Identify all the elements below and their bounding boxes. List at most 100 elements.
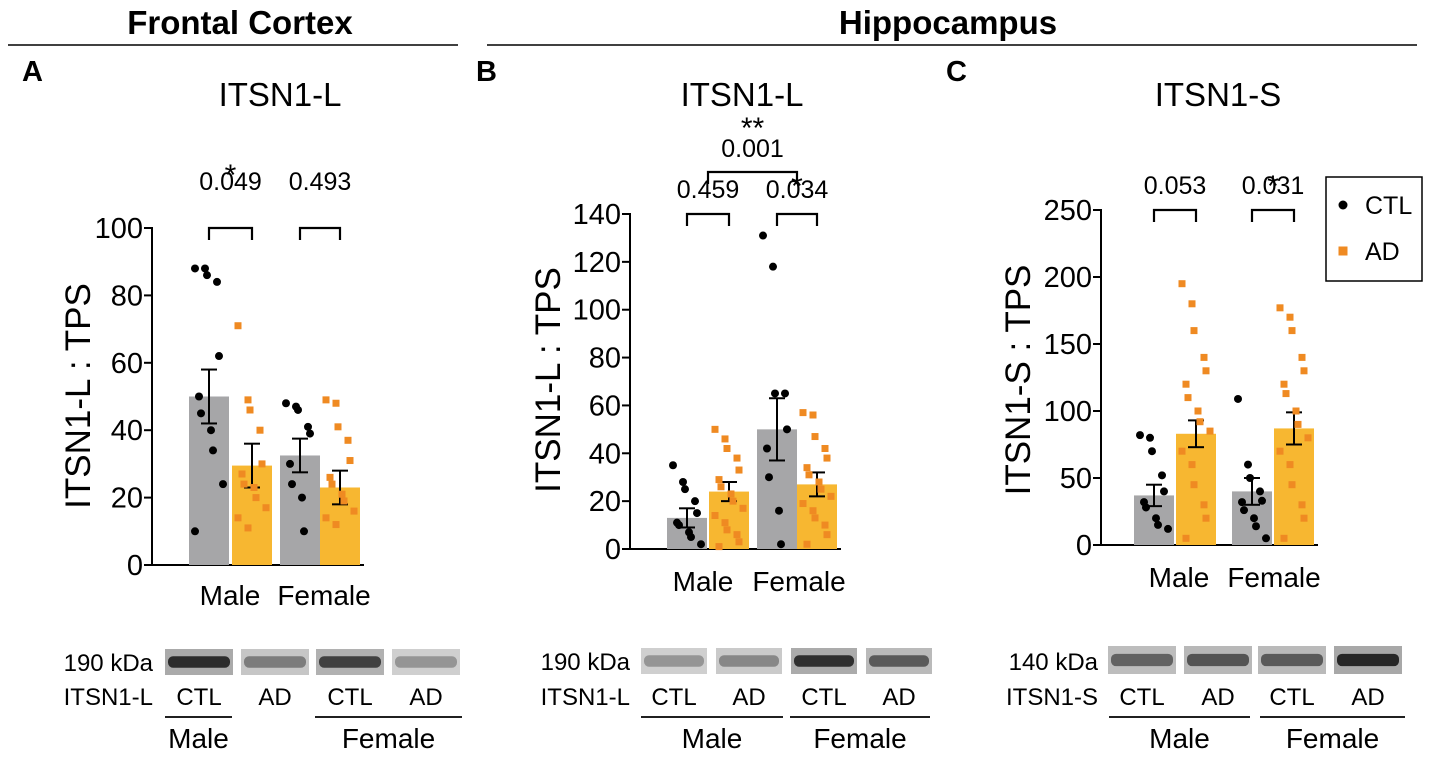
panel-letter: A [22, 56, 43, 88]
x-category-label-female: Female [1227, 562, 1320, 593]
data-point-ctl [1252, 522, 1260, 531]
data-point-ctl [1164, 524, 1172, 533]
panel-C: C ITSN1-S ITSN1-S : TPS 0 50 100 150 200 250 0.05… [946, 56, 1405, 754]
blot-lane-label: CTL [1119, 684, 1164, 711]
data-point-ctl [1238, 498, 1246, 507]
x-category-label-female: Female [752, 566, 845, 597]
data-point-ad [721, 519, 729, 527]
y-tick-label: 80 [589, 343, 621, 375]
legend-ad-marker [1338, 246, 1348, 256]
data-point-ctl [1160, 487, 1168, 496]
data-point-ctl [306, 429, 314, 438]
data-point-ad [238, 470, 246, 478]
data-point-ctl [1142, 503, 1150, 512]
data-point-ctl [197, 409, 205, 418]
y-tick-label: 40 [111, 415, 143, 447]
data-point-ad [735, 538, 743, 546]
data-point-ad [344, 436, 352, 444]
blot-sex-label: Male [168, 723, 229, 754]
panel-title: ITSN1-L [219, 76, 342, 113]
legend-frame [1325, 176, 1423, 282]
data-point-ctl [687, 533, 695, 542]
data-point-ad [1298, 353, 1306, 361]
data-point-ctl [1148, 447, 1156, 456]
bar-ctl-female [280, 455, 320, 565]
data-point-ad [1184, 394, 1192, 402]
data-point-ad [322, 396, 330, 404]
significance-bracket [298, 226, 342, 240]
x-category-label-male: Male [200, 580, 261, 611]
header-frontal-cortex: Frontal Cortex [127, 4, 353, 41]
blot-lane-label: CTL [651, 684, 696, 711]
data-point-ad [823, 531, 831, 539]
data-point-ctl [763, 444, 771, 453]
data-point-ad [1276, 447, 1284, 455]
data-point-ctl [1158, 471, 1166, 480]
y-tick-label: 20 [589, 486, 621, 518]
y-tick-label: 80 [111, 280, 143, 312]
p-value-label: 0.053 [1144, 172, 1207, 200]
data-point-ctl [693, 509, 701, 518]
data-point-ad [735, 466, 743, 474]
blot-band [719, 655, 779, 667]
significance-bracket [1250, 208, 1296, 222]
blot-kda-label: 190 kDa [541, 649, 631, 676]
data-point-ctl [781, 389, 789, 398]
blot-band [168, 656, 230, 668]
data-point-ad [733, 454, 741, 462]
blot-band [1187, 653, 1249, 667]
data-point-ad [827, 492, 835, 500]
data-point-ctl [681, 485, 689, 494]
blot-lane-label: AD [1351, 684, 1384, 711]
data-point-ad [739, 504, 747, 512]
significance-stars: * [225, 159, 237, 192]
blot-sex-label: Female [1286, 723, 1379, 754]
panel-letter: C [946, 56, 967, 88]
y-tick-label: 20 [111, 483, 143, 515]
data-point-ad [711, 425, 719, 433]
blot-band [244, 656, 306, 668]
blot-band [1111, 653, 1173, 667]
blot-kda-label: 190 kDa [64, 650, 154, 677]
blot-band [869, 655, 929, 667]
data-point-ad [1188, 300, 1196, 308]
significance-stars: * [1267, 170, 1279, 203]
data-point-ctl [1146, 433, 1154, 442]
data-point-ctl [1152, 514, 1160, 523]
data-point-ad [811, 514, 819, 522]
data-point-ad [258, 460, 266, 468]
data-point-ad [1280, 380, 1288, 388]
data-point-ctl [769, 262, 777, 271]
data-point-ad [244, 396, 252, 404]
p-value-label: 0.001 [721, 135, 784, 163]
legend-ctl-label: CTL [1365, 192, 1412, 220]
y-tick-label: 60 [589, 390, 621, 422]
data-point-ad [1292, 407, 1300, 415]
y-tick-label: 200 [1044, 262, 1092, 294]
data-point-ad [1178, 447, 1186, 455]
data-point-ad [246, 406, 254, 414]
data-point-ad [322, 514, 330, 522]
data-point-ctl [679, 478, 687, 486]
data-point-ad [240, 480, 248, 488]
data-point-ad [811, 433, 819, 441]
blot-lane-label: AD [1201, 684, 1234, 711]
data-point-ad [717, 483, 725, 491]
data-point-ad [1202, 367, 1210, 375]
data-point-ad [1188, 461, 1196, 469]
blot-band [395, 656, 457, 668]
data-point-ctl [288, 480, 296, 489]
y-tick-label: 140 [573, 199, 621, 231]
data-point-ad [332, 399, 340, 407]
data-point-ad [733, 531, 741, 539]
blot-band [1337, 653, 1399, 667]
data-point-ad [815, 478, 823, 486]
data-point-ad [1286, 313, 1294, 321]
data-point-ad [809, 411, 817, 419]
y-tick-label: 100 [95, 213, 143, 245]
y-axis-label: ITSN1-L : TPS [529, 267, 568, 493]
blot-lane-label: CTL [801, 684, 846, 711]
data-point-ad [1300, 367, 1308, 375]
data-point-ad [721, 435, 729, 443]
